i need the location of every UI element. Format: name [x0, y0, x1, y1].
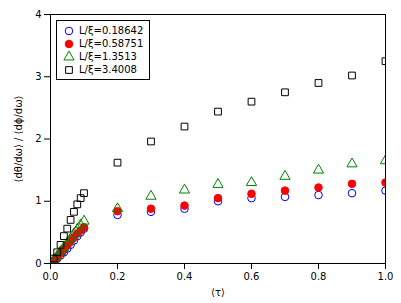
- html-text:L/ξ=3.4008: L/ξ=3.4008: [79, 64, 137, 75]
- svg-text:4: 4: [35, 9, 41, 20]
- svg-text:⟨dθ/dω⟩ / ⟨dϕ/dω⟩: ⟨dθ/dω⟩ / ⟨dϕ/dω⟩: [13, 95, 24, 182]
- svg-text:0.4: 0.4: [177, 271, 193, 282]
- html-text:L/ξ=1.3513: L/ξ=1.3513: [79, 51, 137, 62]
- svg-text:0.2: 0.2: [110, 271, 126, 282]
- html-text:L/ξ=0.58751: L/ξ=0.58751: [79, 38, 144, 49]
- svg-text:1: 1: [35, 195, 41, 206]
- svg-text:0.0: 0.0: [43, 271, 59, 282]
- svg-text:0.8: 0.8: [311, 271, 327, 282]
- html-text:L/ξ=0.18642: L/ξ=0.18642: [79, 25, 144, 36]
- svg-text:0.6: 0.6: [244, 271, 260, 282]
- svg-text:2: 2: [35, 133, 41, 144]
- svg-text:⟨τ⟩: ⟨τ⟩: [211, 287, 225, 298]
- svg-text:0: 0: [35, 258, 41, 269]
- svg-text:1.0: 1.0: [378, 271, 394, 282]
- svg-text:3: 3: [35, 71, 41, 82]
